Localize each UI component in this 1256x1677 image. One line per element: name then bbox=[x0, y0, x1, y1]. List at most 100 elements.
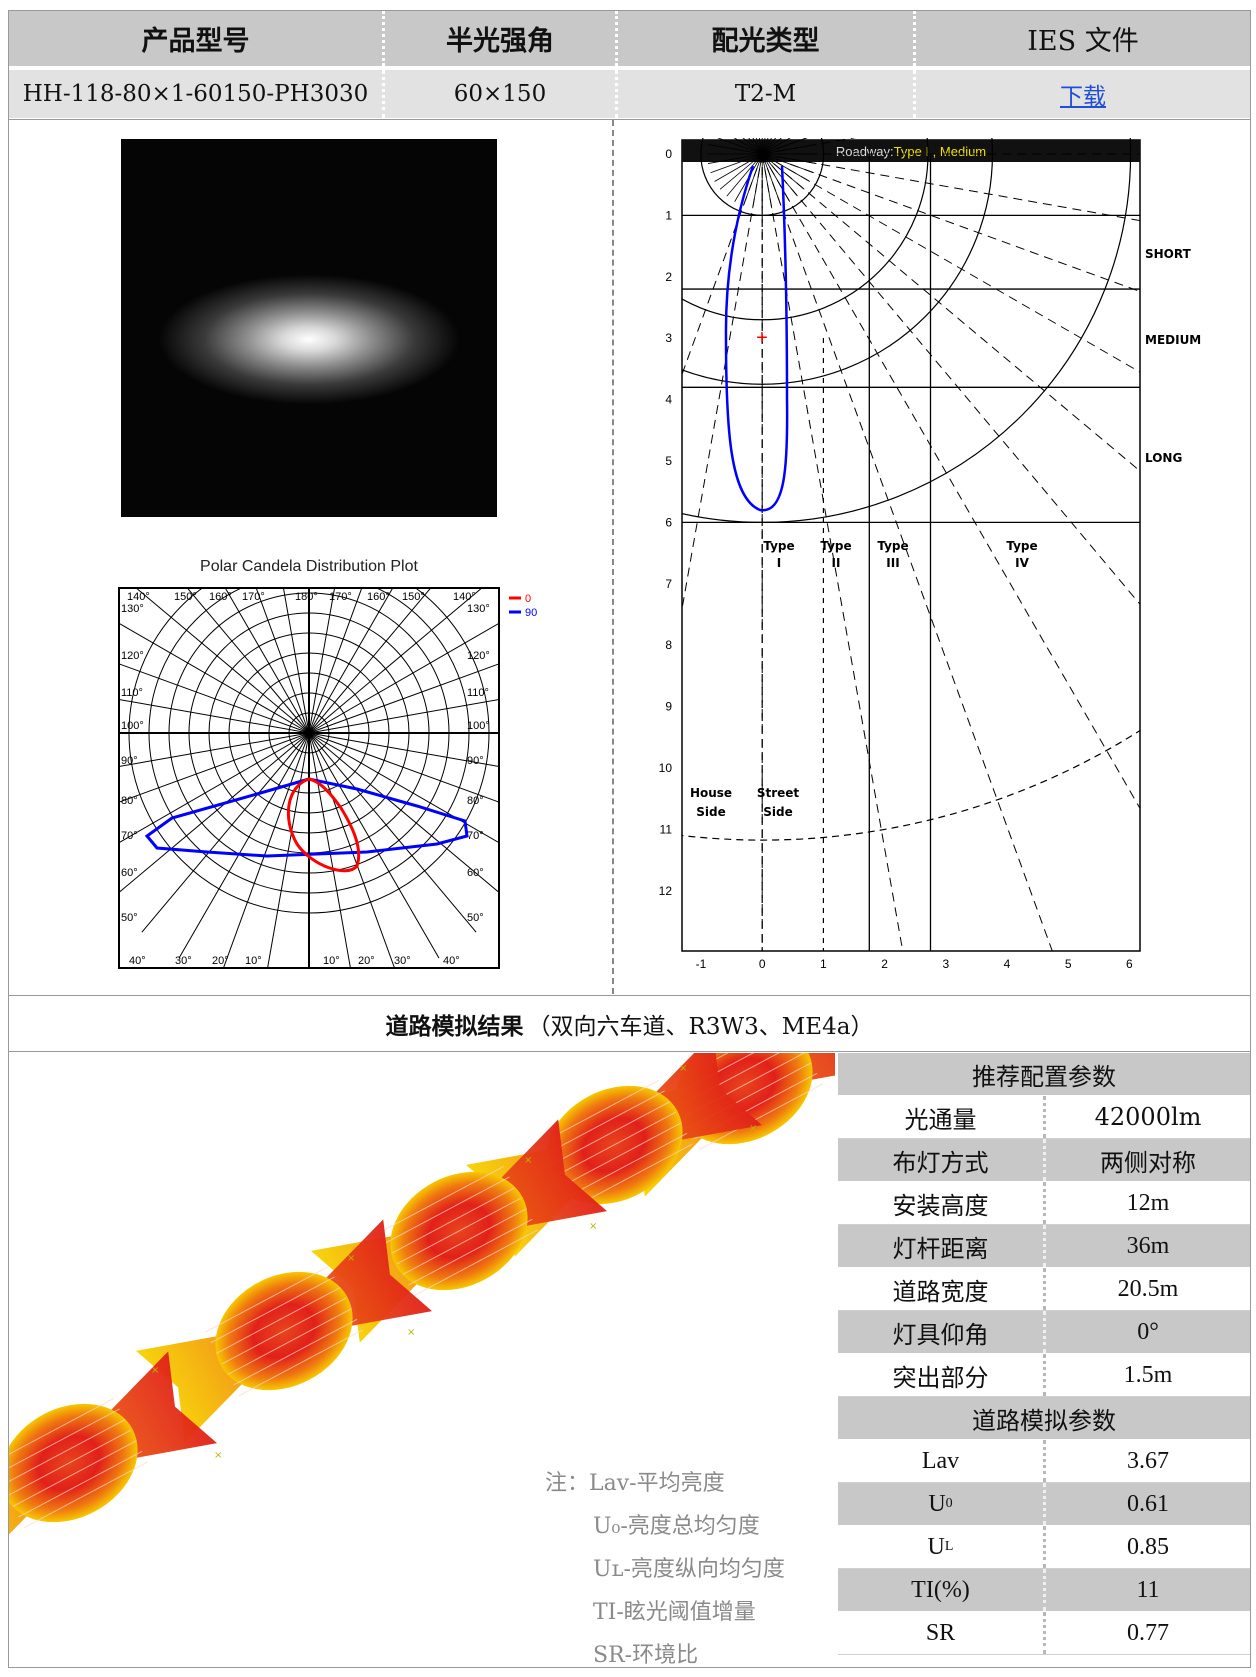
road-y-tick: 8 bbox=[665, 638, 672, 652]
road-simulation-render: × × × × × × × × bbox=[9, 1053, 835, 1668]
pole-marker: × bbox=[347, 1253, 355, 1264]
beam-angle-value: 60×150 bbox=[385, 70, 618, 118]
sim-param-key: TI(%) bbox=[838, 1569, 1046, 1611]
polar-angle-label: 110° bbox=[121, 687, 143, 699]
polar-angle-label: 50° bbox=[121, 912, 138, 924]
note-sr: SR-环境比 bbox=[593, 1643, 699, 1668]
polar-angle-label: 170° bbox=[329, 591, 352, 603]
svg-text:IV: IV bbox=[1015, 556, 1029, 570]
road-simulation-title-detail: （双向六车道、R3W3、ME4a） bbox=[527, 1014, 874, 1040]
config-value: 两侧对称 bbox=[1100, 1148, 1196, 1177]
polar-angle-label: 90° bbox=[467, 755, 484, 767]
road-x-tick: 3 bbox=[942, 957, 949, 971]
svg-text:I: I bbox=[777, 556, 781, 570]
sim-param-value: 0.61 bbox=[1127, 1490, 1169, 1517]
roadway-title-type: Type I , Medium bbox=[894, 144, 986, 159]
ies-download-link[interactable]: 下载 bbox=[1060, 84, 1106, 110]
config-value: 12m bbox=[1126, 1189, 1170, 1216]
config-value: 0° bbox=[1137, 1318, 1159, 1345]
sim-param-key: Lav bbox=[838, 1440, 1046, 1482]
polar-angle-label: 150° bbox=[402, 591, 425, 603]
header-beam-angle: 半光强角 bbox=[385, 11, 618, 66]
config-row: 布灯方式 两侧对称 bbox=[838, 1139, 1250, 1182]
street-side-label: Street bbox=[757, 786, 800, 800]
config-key: 灯具仰角 bbox=[838, 1311, 1046, 1353]
polar-angle-label: 10° bbox=[245, 955, 262, 967]
header-ies-file: IES 文件 bbox=[1027, 26, 1139, 57]
sim-param-key: SR bbox=[838, 1612, 1046, 1654]
house-side-label: House bbox=[690, 786, 732, 800]
polar-angle-label: 140° bbox=[127, 591, 150, 603]
sim-param-row: U L 0.85 bbox=[838, 1526, 1250, 1569]
roadway-title-prefix: Roadway: bbox=[836, 144, 894, 159]
road-x-tick: 2 bbox=[881, 957, 888, 971]
photometric-graphics bbox=[9, 119, 1250, 996]
config-row: 光通量 42000lm bbox=[838, 1096, 1250, 1139]
road-y-tick: 11 bbox=[660, 822, 673, 836]
polar-angle-label: 160° bbox=[367, 591, 390, 603]
zone-long: LONG bbox=[1145, 451, 1182, 465]
sim-param-row: U 0 0.61 bbox=[838, 1483, 1250, 1526]
spec-table-row: HH-118-80×1-60150-PH3030 60×150 T2-M 下载 bbox=[9, 70, 1250, 118]
note-ul: Uʟ-亮度纵向均匀度 bbox=[593, 1557, 785, 1582]
config-title: 推荐配置参数 bbox=[972, 1062, 1116, 1091]
notes-legend: 注：Lav-平均亮度 U₀-亮度总均匀度 Uʟ-亮度纵向均匀度 TI-眩光阈值增… bbox=[545, 1462, 785, 1677]
polar-angle-label: 40° bbox=[129, 955, 146, 967]
road-y-tick: 9 bbox=[665, 700, 672, 714]
svg-text:+: + bbox=[756, 327, 768, 349]
polar-angle-label: 70° bbox=[121, 830, 138, 842]
road-x-tick: 4 bbox=[1004, 957, 1011, 971]
pole-marker: × bbox=[151, 1365, 159, 1376]
road-x-tick: 0 bbox=[759, 957, 766, 971]
road-x-tick: 6 bbox=[1126, 957, 1133, 971]
ul-key-sub: L bbox=[944, 1539, 954, 1554]
luminaire-spot bbox=[135, 1219, 433, 1443]
polar-angle-label: 140° bbox=[453, 591, 476, 603]
road-x-tick: -1 bbox=[696, 957, 707, 971]
road-x-tick: 5 bbox=[1065, 957, 1072, 971]
config-value: 20.5m bbox=[1117, 1275, 1179, 1302]
beam-spot-image bbox=[121, 139, 497, 517]
note-u0: U₀-亮度总均匀度 bbox=[593, 1514, 760, 1539]
pole-marker: × bbox=[214, 1450, 222, 1461]
roadway-classification-plot: Roadway:Type I , Medium + 01234567891011… bbox=[659, 138, 1201, 971]
luminaire-spot bbox=[9, 1351, 218, 1575]
zone-medium: MEDIUM bbox=[1145, 333, 1201, 347]
polar-angle-label: 30° bbox=[394, 955, 411, 967]
legend-0: 0 bbox=[525, 593, 531, 605]
parameters-table: 推荐配置参数 光通量 42000lm 布灯方式 两侧对称 安装高度 12m 灯杆距离 3… bbox=[838, 1053, 1250, 1655]
svg-text:II: II bbox=[832, 556, 841, 570]
document-frame bbox=[8, 10, 1251, 1668]
road-y-tick: 2 bbox=[665, 270, 672, 284]
svg-text:Roadway:Type I , Medium: Roadway:Type I , Medium bbox=[836, 144, 986, 159]
type-1-label: Type bbox=[763, 539, 794, 553]
polar-angle-label: 100° bbox=[121, 720, 144, 732]
legend-90: 90 bbox=[525, 607, 537, 619]
polar-angle-label: 180° bbox=[295, 591, 318, 603]
config-key: 道路宽度 bbox=[838, 1268, 1046, 1310]
road-y-tick: 0 bbox=[665, 147, 672, 161]
sim-param-value: 11 bbox=[1136, 1576, 1160, 1603]
config-key: 布灯方式 bbox=[838, 1139, 1046, 1181]
config-row: 安装高度 12m bbox=[838, 1182, 1250, 1225]
polar-plot-title: Polar Candela Distribution Plot bbox=[200, 558, 418, 575]
road-y-tick: 6 bbox=[665, 515, 672, 529]
type-3-label: Type bbox=[877, 539, 908, 553]
config-row: 道路宽度 20.5m bbox=[838, 1268, 1250, 1311]
sim-params-title: 道路模拟参数 bbox=[972, 1406, 1116, 1435]
config-title-row: 推荐配置参数 bbox=[838, 1053, 1250, 1096]
pole-marker: × bbox=[749, 1123, 757, 1134]
polar-angle-label: 60° bbox=[121, 867, 138, 879]
config-value: 36m bbox=[1126, 1232, 1170, 1259]
road-y-tick: 3 bbox=[665, 331, 672, 345]
pole-marker: × bbox=[524, 1155, 532, 1166]
distribution-type-value: T2-M bbox=[618, 70, 916, 118]
road-y-tick: 5 bbox=[665, 454, 672, 468]
pole-marker: × bbox=[589, 1221, 597, 1232]
config-value: 42000lm bbox=[1094, 1103, 1202, 1131]
road-x-tick: 1 bbox=[820, 957, 827, 971]
type-4-label: Type bbox=[1006, 539, 1037, 553]
config-row: 灯杆距离 36m bbox=[838, 1225, 1250, 1268]
polar-angle-label: 110° bbox=[467, 687, 489, 699]
